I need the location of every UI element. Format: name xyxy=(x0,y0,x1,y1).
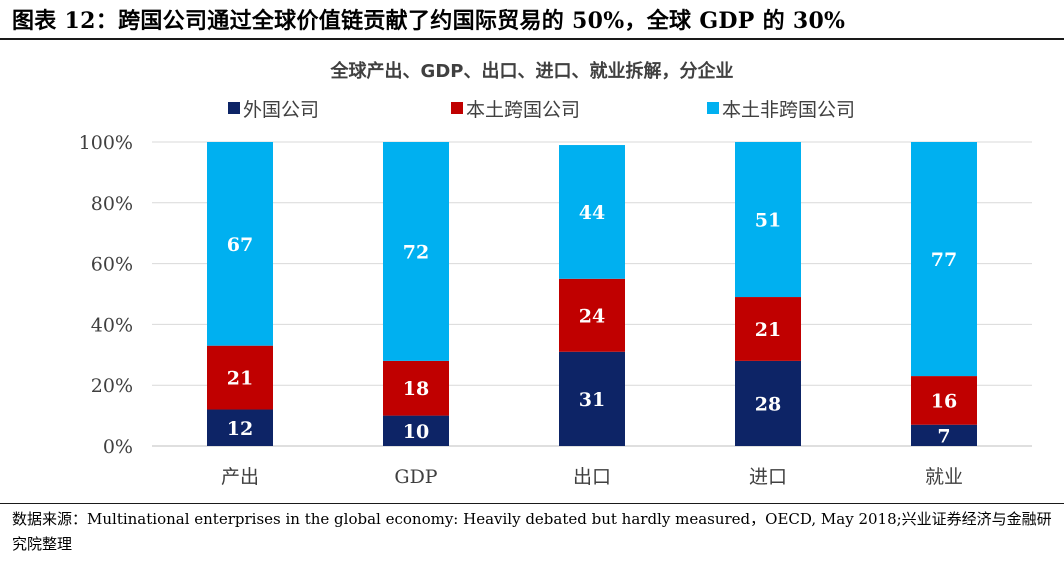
legend: 外国公司 本土跨国公司 本土非跨国公司 xyxy=(228,99,855,121)
data-labels: 12 21 67 10 18 72 31 24 44 28 21 51 7 16 77 xyxy=(227,202,957,447)
bar-出口-本土非跨国公司 xyxy=(559,145,625,279)
data-label: 31 xyxy=(579,389,605,411)
x-tick-label: 进口 xyxy=(749,466,787,488)
bar-就业-本土跨国公司 xyxy=(911,376,977,425)
x-axis-ticks: 产出 GDP 出口 进口 就业 xyxy=(221,466,963,488)
data-label: 51 xyxy=(755,210,781,232)
figure-title: 图表 12：跨国公司通过全球价值链贡献了约国际贸易的 50%，全球 GDP 的 … xyxy=(12,8,846,34)
top-rule xyxy=(0,38,1064,40)
bar-产出-外国公司 xyxy=(207,409,273,446)
data-label: 16 xyxy=(931,390,957,412)
bar-产出-本土非跨国公司 xyxy=(207,142,273,346)
bottom-rule xyxy=(0,503,1064,504)
data-label: 10 xyxy=(403,421,429,443)
data-label: 21 xyxy=(755,319,781,341)
x-tick-label: 产出 xyxy=(221,466,259,488)
data-label: 7 xyxy=(937,425,950,447)
source-note: 数据来源：Multinational enterprises in the gl… xyxy=(12,510,1052,553)
gridlines xyxy=(152,141,1032,447)
bar-就业-本土非跨国公司 xyxy=(911,142,977,377)
data-label: 72 xyxy=(403,241,429,263)
stacked-bar-chart: 全球产出、GDP、出口、进口、就业拆解，分企业 外国公司 本土跨国公司 本土非跨国公… xyxy=(79,60,1032,488)
legend-swatch-1 xyxy=(228,102,240,114)
bar-产出-本土跨国公司 xyxy=(207,345,273,410)
y-tick-label: 20% xyxy=(91,375,133,397)
x-tick-label: GDP xyxy=(394,466,437,488)
bar-出口-本土跨国公司 xyxy=(559,278,625,352)
chart-title: 全球产出、GDP、出口、进口、就业拆解，分企业 xyxy=(330,60,734,82)
data-label: 18 xyxy=(403,378,429,400)
data-label: 24 xyxy=(579,305,605,327)
bar-就业-外国公司 xyxy=(911,424,977,446)
data-label: 12 xyxy=(227,418,253,440)
x-tick-label: 就业 xyxy=(925,466,963,488)
data-label: 67 xyxy=(227,234,253,256)
data-label: 77 xyxy=(931,249,957,271)
bars xyxy=(207,142,977,446)
legend-label-3: 本土非跨国公司 xyxy=(722,99,855,121)
x-tick-label: 出口 xyxy=(573,466,611,488)
y-tick-label: 60% xyxy=(91,254,133,276)
y-tick-label: 80% xyxy=(91,193,133,215)
bar-GDP-本土非跨国公司 xyxy=(383,142,449,361)
bar-进口-本土跨国公司 xyxy=(735,297,801,361)
legend-label-2: 本土跨国公司 xyxy=(466,99,580,121)
bar-进口-本土非跨国公司 xyxy=(735,142,801,298)
legend-swatch-3 xyxy=(707,102,719,114)
data-label: 44 xyxy=(579,202,605,224)
bar-出口-外国公司 xyxy=(559,351,625,446)
y-tick-label: 40% xyxy=(91,314,133,336)
bar-GDP-本土跨国公司 xyxy=(383,360,449,416)
y-tick-label: 0% xyxy=(103,436,133,458)
y-tick-label: 100% xyxy=(79,132,133,154)
legend-label-1: 外国公司 xyxy=(243,99,319,121)
data-label: 21 xyxy=(227,368,253,390)
y-axis-ticks: 0% 20% 40% 60% 80% 100% xyxy=(79,132,133,458)
legend-swatch-2 xyxy=(451,102,463,114)
bar-GDP-外国公司 xyxy=(383,415,449,446)
bar-进口-外国公司 xyxy=(735,360,801,446)
data-label: 28 xyxy=(755,393,781,415)
